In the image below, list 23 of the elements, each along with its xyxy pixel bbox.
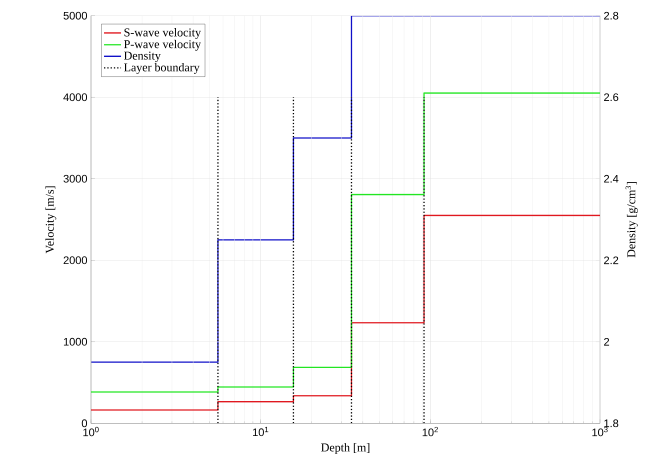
y2-tick-label: 2 <box>604 338 610 346</box>
legend-label: P-wave velocity <box>124 40 201 51</box>
x-tick-label: 10$^{2}$ <box>422 426 438 436</box>
y-axis-title: Velocity [m/s] <box>45 186 56 254</box>
y-tick-label: 0 <box>82 419 88 428</box>
x-tick-label: 10$^{1}$ <box>253 426 268 436</box>
legend-label: Density <box>124 52 161 62</box>
y-tick-label: 4000 <box>63 93 88 102</box>
y2-tick-label: 2.8 <box>604 12 618 20</box>
y2-axis-title: Density [g/cm$^{3}$] <box>626 182 638 258</box>
legend-label: Layer boundary <box>124 63 200 74</box>
y2-tick-label: 2.4 <box>604 174 618 183</box>
x-tick-label: 10$^{3}$ <box>592 426 608 436</box>
y-tick-label: 3000 <box>64 174 88 183</box>
y-tick-label: 2000 <box>64 256 88 264</box>
x-tick-label: 10$^{0}$ <box>83 426 99 436</box>
y-tick-label: 5000 <box>64 12 88 20</box>
y2-tick-label: 2.2 <box>604 256 618 264</box>
y2-tick-label: 2.6 <box>604 93 618 102</box>
legend-label: S-wave velocity <box>124 28 201 39</box>
y-tick-label: 1000 <box>64 338 88 346</box>
y2-tick-label: 1.8 <box>604 419 618 428</box>
x-axis-title: Depth [m] <box>321 443 370 454</box>
